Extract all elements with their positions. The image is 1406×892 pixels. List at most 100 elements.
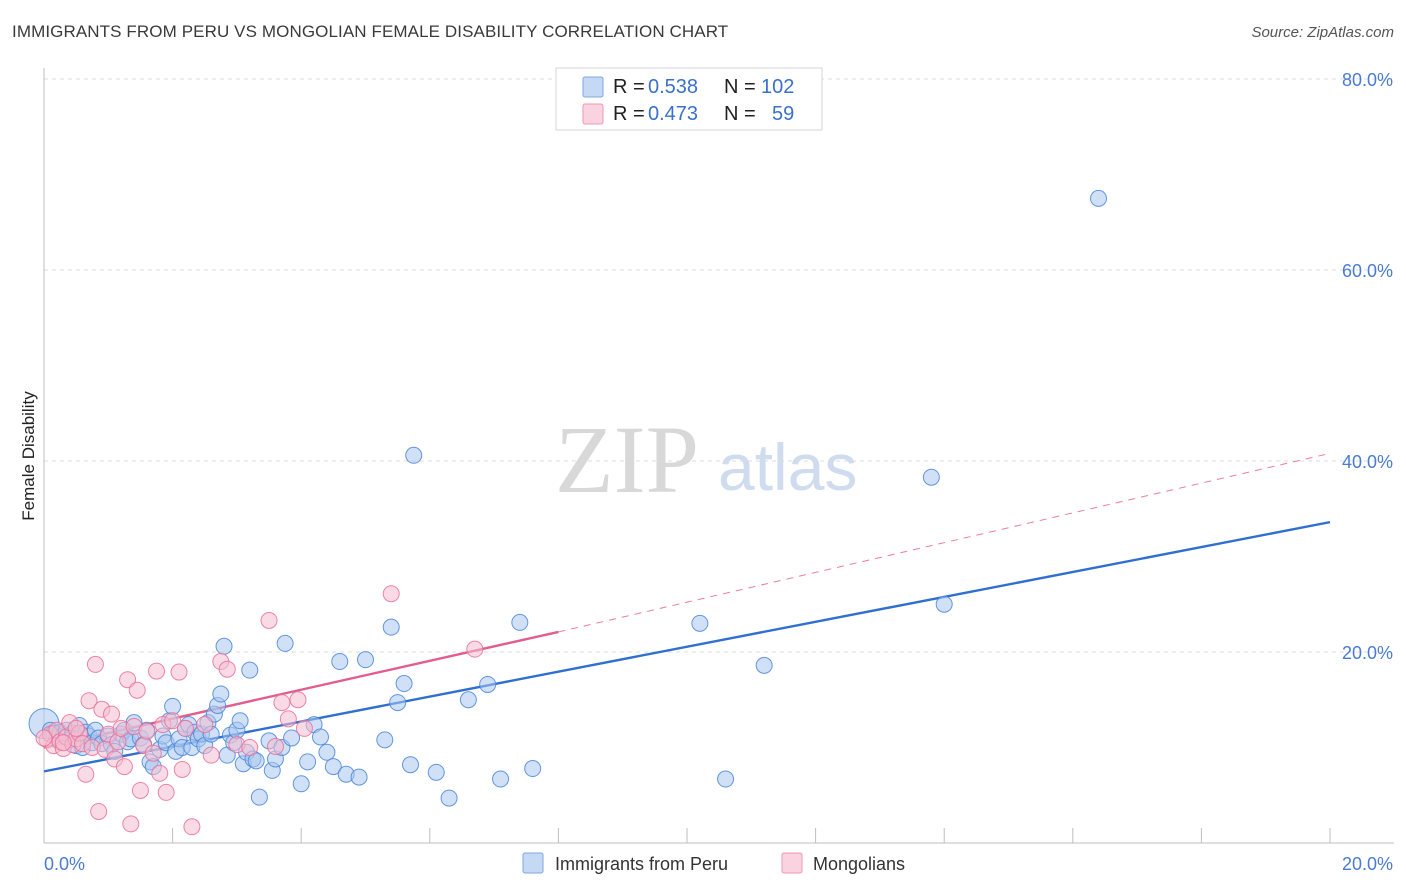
y-tick-label: 60.0%: [1342, 261, 1393, 281]
data-point-mongolians: [279, 710, 297, 728]
data-point-peru: [427, 763, 445, 781]
y-tick-label: 20.0%: [1342, 643, 1393, 663]
watermark-zip: ZIP: [555, 406, 699, 513]
data-point-peru: [215, 637, 233, 655]
data-point-mongolians: [173, 760, 191, 778]
x-tick-label-max: 20.0%: [1342, 854, 1393, 874]
data-point-peru: [755, 656, 773, 674]
bottom-legend-label-mongolians: Mongolians: [813, 854, 905, 874]
data-point-peru: [164, 697, 182, 715]
data-point-peru: [350, 768, 368, 786]
bottom-legend: Immigrants from Peru Mongolians: [522, 852, 905, 874]
data-point-mongolians: [144, 744, 162, 762]
data-point-mongolians: [289, 691, 307, 709]
data-point-peru: [250, 788, 268, 806]
legend-n-label-peru: N =: [724, 76, 756, 98]
data-point-mongolians: [218, 660, 236, 678]
data-point-peru: [717, 770, 735, 788]
data-point-peru: [922, 468, 940, 486]
data-point-peru: [405, 446, 423, 464]
data-point-mongolians: [183, 818, 201, 836]
x-tick-labels: 0.0% 20.0%: [44, 854, 1393, 874]
y-tick-labels: 20.0% 40.0% 60.0% 80.0%: [1342, 70, 1393, 663]
data-point-mongolians: [196, 716, 214, 734]
chart-title: IMMIGRANTS FROM PERU VS MONGOLIAN FEMALE…: [12, 22, 729, 41]
data-point-mongolians: [151, 764, 169, 782]
data-point-mongolians: [295, 719, 313, 737]
y-tick-label: 40.0%: [1342, 452, 1393, 472]
legend-n-label-mongolians: N =: [724, 103, 756, 125]
data-point-peru: [231, 712, 249, 730]
data-point-peru: [402, 756, 420, 774]
data-point-peru: [382, 618, 400, 636]
data-point-peru: [212, 685, 230, 703]
data-point-peru: [395, 675, 413, 693]
data-point-peru: [511, 613, 529, 631]
data-point-mongolians: [382, 585, 400, 603]
data-point-mongolians: [131, 781, 149, 799]
data-point-peru: [691, 614, 709, 632]
data-point-peru: [389, 694, 407, 712]
data-point-mongolians: [115, 758, 133, 776]
trend-line-peru: [43, 520, 1331, 773]
data-point-mongolians: [466, 640, 484, 658]
legend-r-value-peru: 0.538: [648, 76, 698, 98]
data-point-mongolians: [54, 734, 72, 752]
data-point-peru: [459, 691, 477, 709]
data-point-mongolians: [90, 802, 108, 820]
data-point-mongolians: [273, 694, 291, 712]
data-point-peru: [440, 789, 458, 807]
data-point-mongolians: [241, 739, 259, 756]
data-point-peru: [376, 731, 394, 749]
data-point-peru: [241, 661, 259, 679]
legend-swatch-mongolians: [582, 103, 604, 125]
legend-swatch-peru: [582, 76, 604, 98]
data-point-mongolians: [138, 722, 156, 740]
data-point-peru: [299, 753, 317, 771]
legend-r-value-mongolians: 0.473: [648, 103, 698, 125]
y-axis-label: Female Disability: [19, 391, 38, 521]
data-point-peru: [292, 775, 310, 793]
data-point-peru: [324, 758, 342, 776]
data-point-mongolians: [67, 719, 85, 737]
data-point-mongolians: [128, 681, 146, 699]
data-point-mongolians: [176, 719, 194, 737]
data-point-peru: [479, 675, 497, 693]
data-point-mongolians: [164, 712, 182, 730]
legend-r-label-peru: R =: [613, 76, 645, 98]
bottom-legend-label-peru: Immigrants from Peru: [555, 854, 728, 874]
data-point-mongolians: [122, 815, 140, 833]
x-tick-label-min: 0.0%: [44, 854, 85, 874]
data-point-peru: [276, 634, 294, 652]
watermark-atlas: atlas: [718, 430, 857, 504]
bottom-legend-swatch-peru: [522, 852, 544, 874]
data-point-mongolians: [77, 765, 95, 783]
gridlines: [44, 78, 1394, 653]
data-point-peru: [283, 729, 301, 747]
top-legend: R = 0.538 N = 102 R = 0.473 N = 59: [555, 67, 823, 131]
trend-line-mongolians-extension: [558, 452, 1331, 633]
series-mongolians-points: [35, 585, 484, 836]
data-point-mongolians: [86, 655, 104, 673]
data-point-peru: [935, 595, 953, 613]
legend-r-label-mongolians: R =: [613, 103, 645, 125]
data-point-mongolians: [148, 662, 166, 680]
data-point-mongolians: [103, 705, 121, 723]
legend-n-value-peru: 102: [761, 76, 794, 98]
data-point-mongolians: [157, 783, 175, 801]
data-point-mongolians: [119, 671, 137, 689]
data-point-mongolians: [35, 729, 53, 747]
data-point-mongolians: [80, 692, 98, 710]
data-point-peru: [492, 770, 510, 788]
data-point-peru: [357, 651, 374, 669]
bottom-legend-swatch-mongolians: [781, 852, 803, 874]
data-point-peru: [331, 653, 349, 671]
data-point-mongolians: [170, 663, 188, 681]
source-attribution: Source: ZipAtlas.com: [1251, 24, 1394, 41]
data-point-peru: [1090, 189, 1108, 207]
data-point-peru: [311, 728, 329, 746]
data-point-peru: [318, 743, 336, 761]
data-point-peru: [524, 760, 542, 778]
legend-n-value-mongolians: 59: [772, 103, 794, 125]
